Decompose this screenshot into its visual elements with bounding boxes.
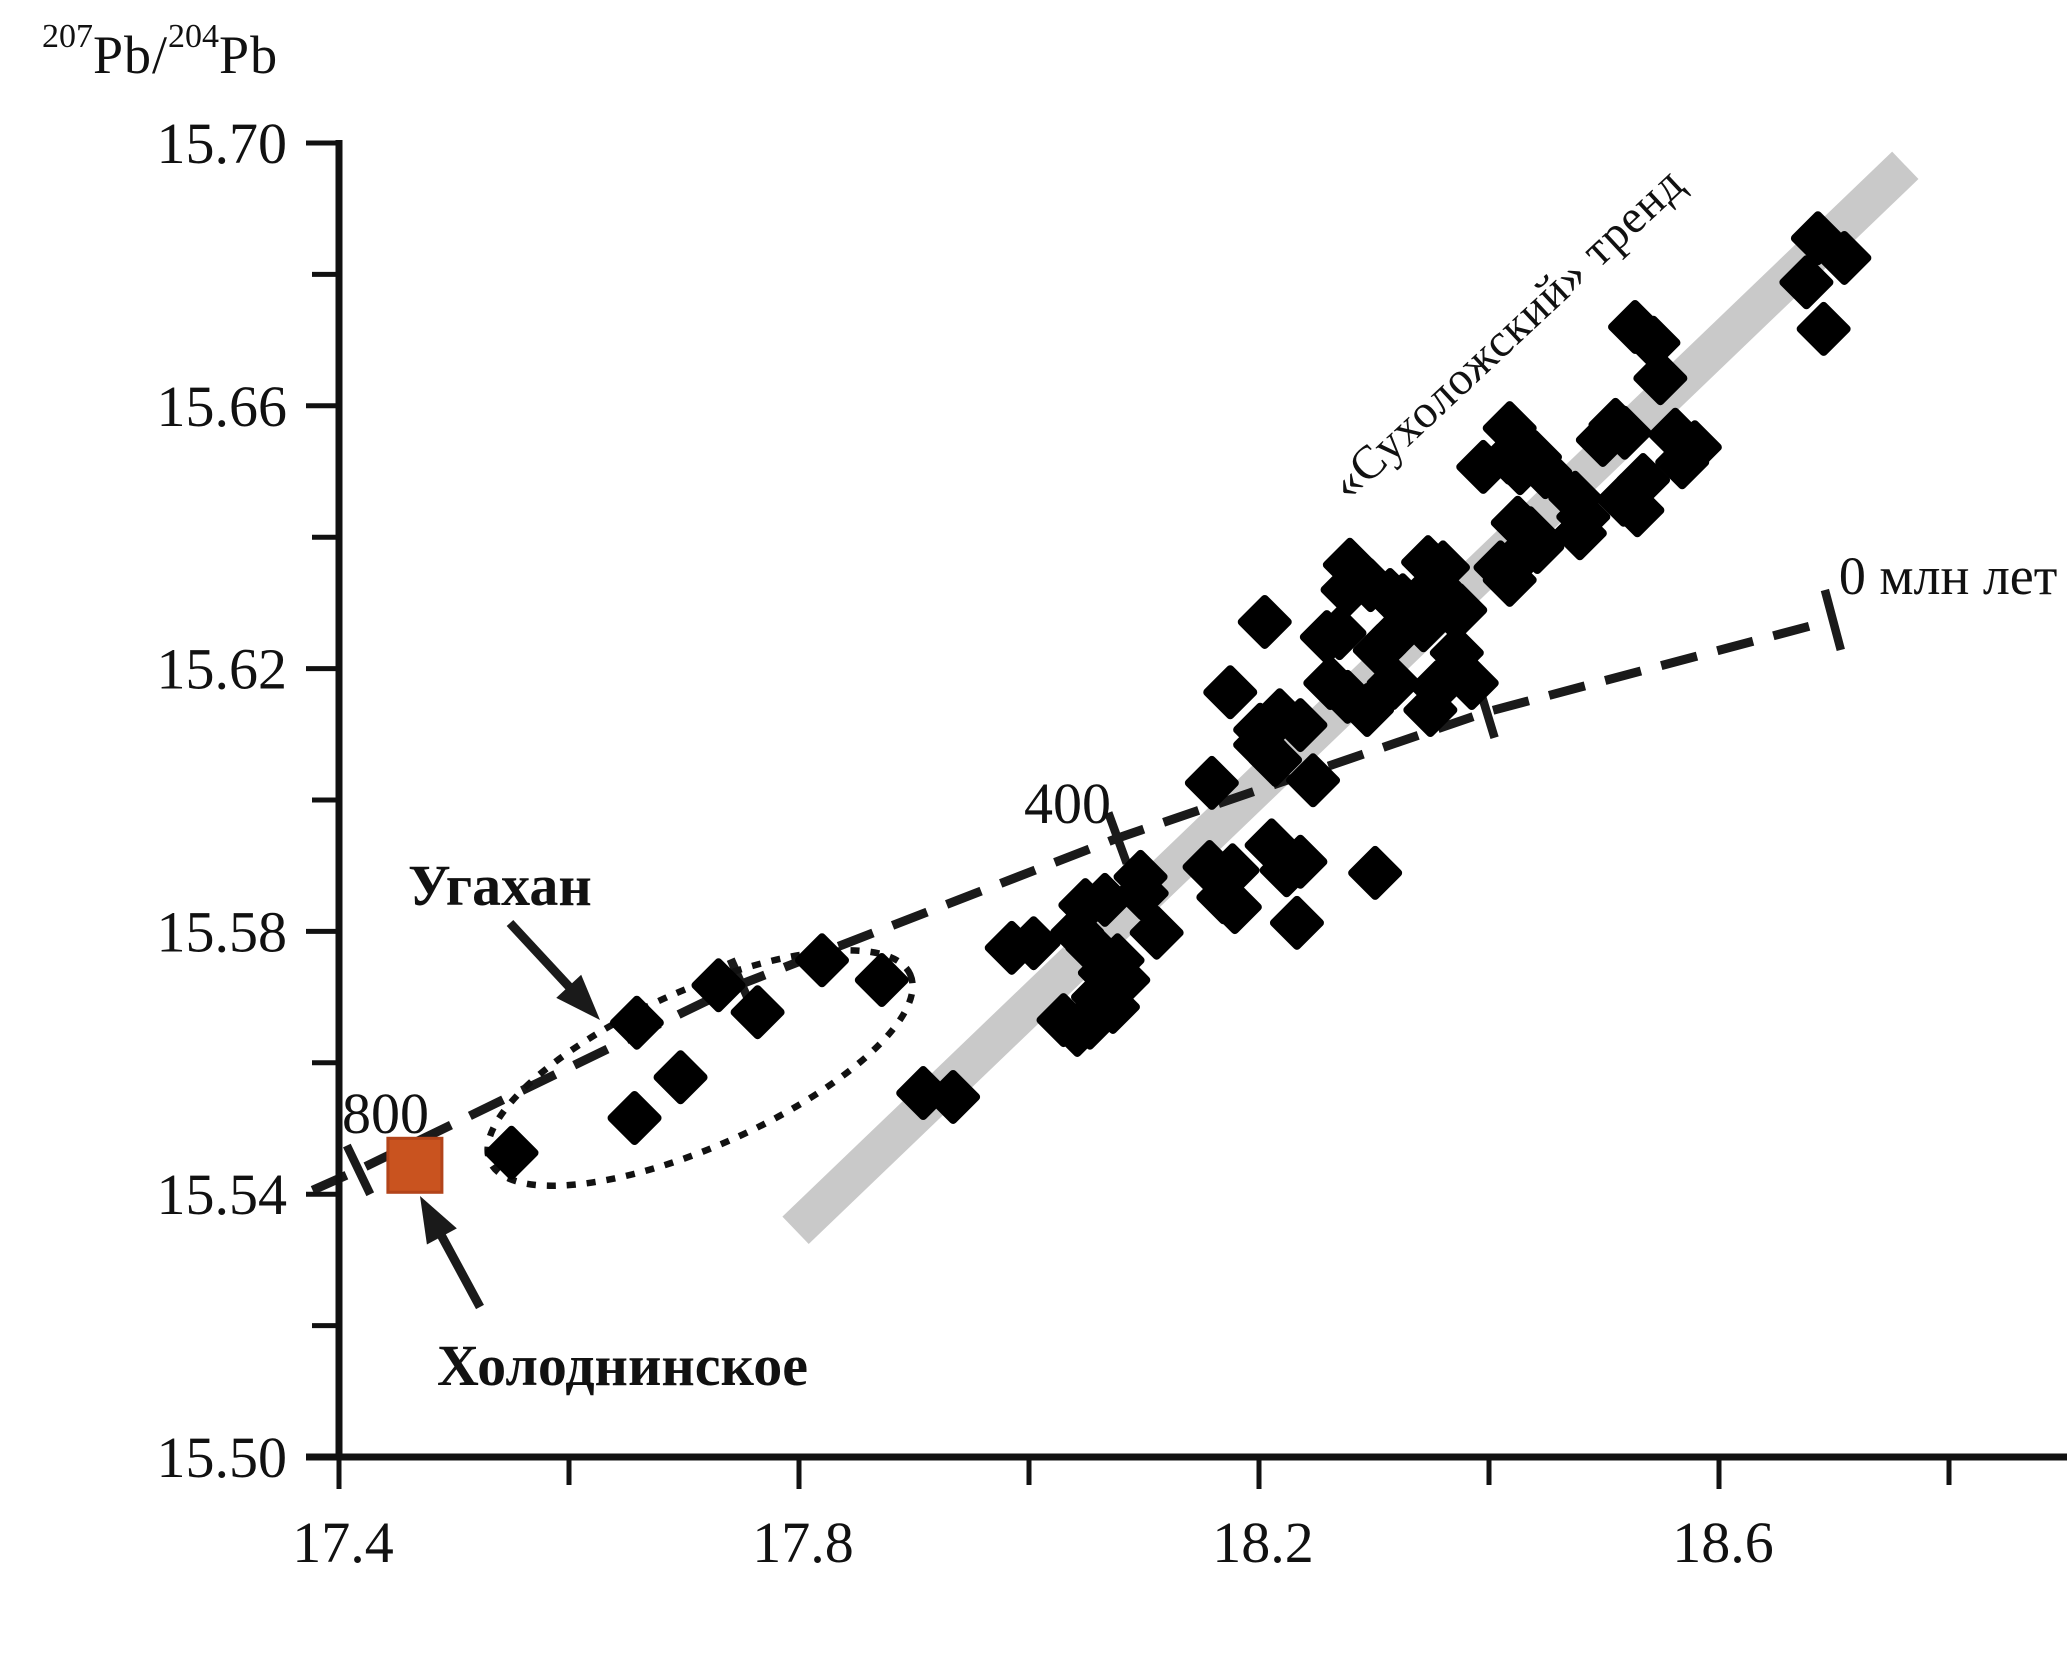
- data-point-diamond: [1312, 606, 1367, 661]
- y-tick-label: 15.58: [157, 899, 288, 964]
- ugakhan-group-outline: [484, 947, 916, 1190]
- data-point-diamond: [1286, 753, 1341, 808]
- y-title-sup1: 207: [42, 18, 93, 55]
- data-point-diamond: [1065, 920, 1120, 975]
- data-points: [484, 211, 1872, 1180]
- isochron-age-tick-0: [1820, 588, 1845, 652]
- data-point-diamond: [691, 958, 746, 1013]
- data-point-diamond: [1396, 598, 1451, 653]
- data-point-diamond: [1633, 351, 1688, 406]
- ugakhan-arrow-shaft: [506, 919, 578, 996]
- x-tick-label: 18.6: [1672, 1510, 1774, 1575]
- ugakhan-label: Угахан: [408, 853, 592, 918]
- data-point-diamond: [1184, 755, 1239, 810]
- data-point-diamond: [1340, 682, 1395, 737]
- data-point-diamond: [1552, 506, 1607, 561]
- data-point-diamond: [1269, 895, 1324, 950]
- y-title-t1: Pb/: [93, 25, 169, 85]
- data-point-diamond: [1610, 483, 1665, 538]
- y-tick-label: 15.54: [157, 1162, 288, 1227]
- data-point-diamond: [1114, 866, 1169, 921]
- data-point-diamond: [1259, 843, 1314, 898]
- age-label-800: 800: [342, 1081, 429, 1146]
- data-point-diamond: [1403, 682, 1458, 737]
- data-point-diamond: [1050, 1002, 1105, 1057]
- data-point-diamond: [1237, 594, 1292, 649]
- data-point-diamond: [1444, 656, 1499, 711]
- isochron-age-tick-800: [343, 1143, 375, 1197]
- age-label-0-mln-let: 0 млн лет: [1839, 546, 2058, 606]
- kholodninskoye-arrow-head: [420, 1196, 457, 1245]
- y-tick-label: 15.66: [157, 374, 288, 439]
- x-tick-label: 17.4: [292, 1510, 394, 1575]
- data-point-diamond: [653, 1050, 708, 1105]
- y-tick-label: 15.50: [157, 1425, 288, 1490]
- ugakhan-arrow-head: [556, 974, 600, 1020]
- data-point-diamond: [1796, 301, 1851, 356]
- isochron-age-tick-400: [1104, 811, 1131, 865]
- data-point-diamond: [1273, 698, 1328, 753]
- y-axis-title: 207Pb/204Pb: [42, 18, 278, 86]
- y-title-sup2: 204: [168, 18, 220, 55]
- data-point-diamond: [607, 1090, 662, 1145]
- axes: [306, 140, 2067, 1489]
- y-tick-label: 15.70: [157, 111, 288, 176]
- data-point-diamond: [1207, 880, 1262, 935]
- data-point-diamond: [1348, 845, 1403, 900]
- data-point-diamond: [1779, 255, 1834, 310]
- data-point-diamond: [1203, 665, 1258, 720]
- data-point-diamond: [854, 953, 909, 1008]
- data-point-diamond: [1597, 405, 1652, 460]
- kholodninskoye-label: Холоднинское: [437, 1333, 808, 1398]
- data-point-diamond: [1655, 435, 1710, 490]
- kholodninskoye-square: [386, 1136, 444, 1194]
- ugakhan-ellipse: [484, 947, 916, 1190]
- age-label-400: 400: [1024, 771, 1111, 836]
- data-point-diamond: [1473, 540, 1528, 595]
- y-tick-label: 15.62: [157, 637, 288, 702]
- data-point-diamond: [1366, 656, 1421, 711]
- data-point-diamond: [1456, 439, 1511, 494]
- data-point-diamond: [926, 1069, 981, 1124]
- data-point-diamond: [1248, 732, 1303, 787]
- data-point-diamond: [730, 985, 785, 1040]
- y-title-t2: Pb: [219, 25, 279, 85]
- data-point-diamond: [1006, 916, 1061, 971]
- data-point-diamond: [1518, 445, 1573, 500]
- data-point-diamond: [795, 933, 849, 988]
- kholodninskoye-marker: [386, 1136, 444, 1194]
- data-point-diamond: [1817, 230, 1872, 285]
- x-tick-label: 17.8: [752, 1510, 854, 1575]
- data-point-diamond: [484, 1125, 539, 1180]
- x-tick-label: 18.2: [1212, 1510, 1314, 1575]
- kholodninskoye-arrow-shaft: [434, 1227, 484, 1310]
- annotations: Угахан Холоднинское: [408, 853, 808, 1398]
- data-point-diamond: [609, 995, 664, 1050]
- data-point-diamond: [1129, 905, 1184, 960]
